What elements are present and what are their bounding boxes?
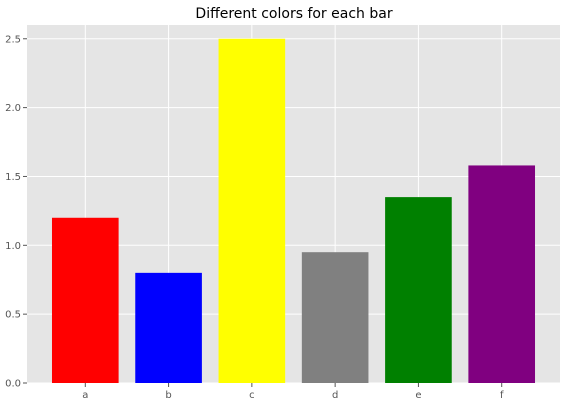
y-tick-label: 2.5 bbox=[5, 34, 21, 45]
y-axis: 0.0 0.5 1.0 1.5 2.0 2.5 bbox=[5, 34, 27, 390]
x-axis: a b c d e f bbox=[82, 383, 504, 401]
y-tick-label: 0.0 bbox=[5, 379, 21, 390]
bars bbox=[51, 38, 536, 384]
bar-c bbox=[218, 38, 286, 384]
y-tick-label: 0.5 bbox=[5, 310, 21, 321]
x-tick-label: d bbox=[332, 390, 338, 401]
bar-f bbox=[468, 165, 536, 383]
bar-d bbox=[301, 252, 369, 383]
x-tick-label: e bbox=[415, 390, 421, 401]
bar-a bbox=[51, 217, 119, 383]
y-tick-label: 2.0 bbox=[5, 103, 21, 114]
x-tick-label: f bbox=[500, 390, 504, 401]
x-tick-label: c bbox=[249, 390, 255, 401]
bar-b bbox=[135, 272, 202, 383]
y-tick-label: 1.5 bbox=[5, 172, 21, 183]
chart-title: Different colors for each bar bbox=[195, 6, 392, 22]
bar-e bbox=[385, 197, 452, 383]
x-tick-label: a bbox=[82, 390, 88, 401]
y-tick-label: 1.0 bbox=[5, 241, 21, 252]
x-tick-label: b bbox=[165, 390, 171, 401]
